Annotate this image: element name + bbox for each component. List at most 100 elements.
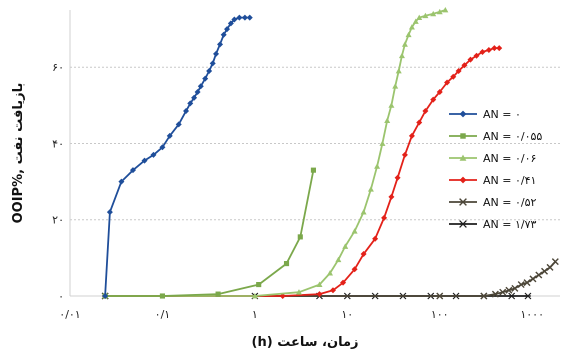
data-point [455,68,462,75]
legend-label: AN = ۰/۵۲ [483,196,536,209]
y-tick-label: ۰ [58,290,64,303]
data-point [297,234,303,240]
data-point [381,214,388,221]
x-tick-label: ۱ [252,308,258,321]
data-point [251,293,258,299]
data-point [398,52,405,59]
series-3 [102,45,503,299]
data-point [256,282,262,288]
data-point [329,287,336,294]
data-point [209,60,216,67]
legend-item: AN = ۰ [449,108,521,121]
data-point [236,14,243,21]
data-point [459,110,467,118]
legend-label: AN = ۰/۰۵۵ [483,130,542,143]
data-point [316,281,323,287]
data-point [529,275,537,283]
y-tick-label: ۶۰ [52,61,64,74]
data-point [450,73,457,80]
legend-label: AN = ۰/۰۶ [483,152,536,165]
data-point [215,291,221,297]
data-point [166,132,173,139]
data-point [479,48,486,55]
legend-label: AN = ۰/۴۱ [483,174,536,187]
data-point [430,10,437,17]
data-point [283,261,290,267]
data-point [191,94,198,101]
data-point [436,292,444,300]
x-axis-title: زمان، ساعت (h) [252,335,359,350]
legend-item: AN = ۰/۰۵۵ [449,130,542,143]
data-point [491,290,499,298]
legend-label: AN = ۰ [483,108,521,121]
data-point [460,133,466,139]
data-point [213,50,220,57]
data-point [374,163,381,169]
legend-item: AN = ۱/۷۳ [449,218,536,231]
data-point [511,284,519,292]
data-point [246,14,253,21]
data-point [442,7,449,13]
data-point [422,12,429,19]
series-line [104,16,250,297]
data-point [367,186,374,192]
data-point [480,292,488,300]
data-point [459,220,467,228]
data-point [118,178,125,185]
data-point [546,263,554,271]
data-point [430,96,437,103]
data-point [202,75,209,82]
data-point [159,144,166,151]
y-tick-labels: ۰ ۲۰ ۴۰ ۶۰ [52,61,64,303]
y-tick-label: ۴۰ [52,137,64,150]
data-point [220,31,227,38]
grid-lines [70,66,560,221]
data-point [517,281,525,289]
data-point [405,31,412,38]
data-point [444,79,451,86]
data-point [310,167,316,173]
data-point [459,154,467,161]
data-point [473,52,480,59]
x-tick-label: ۱۰ [341,308,353,321]
data-point [551,258,559,266]
x-tick-label: ۱۰۰۰ [520,308,544,321]
data-point [342,243,349,249]
data-point [316,291,323,298]
data-point [461,62,468,69]
data-point [422,108,429,115]
data-point [394,174,401,181]
data-point [295,289,302,295]
data-point [129,167,136,174]
data-point [360,251,367,258]
legend: AN = ۰ AN = ۰/۰۵۵ AN = ۰/۰۶ AN = ۰/۴۱ AN = ۰… [449,108,542,231]
x-tick-label: ۰/۱ [155,308,171,321]
data-point [206,68,213,75]
data-point [401,151,408,158]
data-point [496,45,503,52]
series-1 [102,167,316,299]
data-point [224,26,231,33]
data-point [505,286,513,294]
data-point [150,151,157,158]
data-point [392,83,399,89]
data-point [401,41,408,47]
data-point [335,256,342,263]
series-0 [102,14,253,299]
data-point [491,45,498,52]
data-point [416,14,423,21]
data-point [194,88,201,95]
data-point [459,176,467,184]
x-tick-labels: ۰/۰۱ ۰/۱ ۱ ۱۰ ۱۰۰ ۱۰۰۰ [59,308,544,321]
data-point [227,20,234,27]
data-point [535,271,543,279]
data-point [499,288,507,296]
data-point [467,56,474,63]
legend-item: AN = ۰/۵۲ [449,196,536,209]
data-point [412,18,419,24]
legend-label: AN = ۱/۷۳ [483,218,536,231]
legend-item: AN = ۰/۴۱ [449,174,536,187]
data-point [508,292,516,300]
data-point [372,235,379,242]
